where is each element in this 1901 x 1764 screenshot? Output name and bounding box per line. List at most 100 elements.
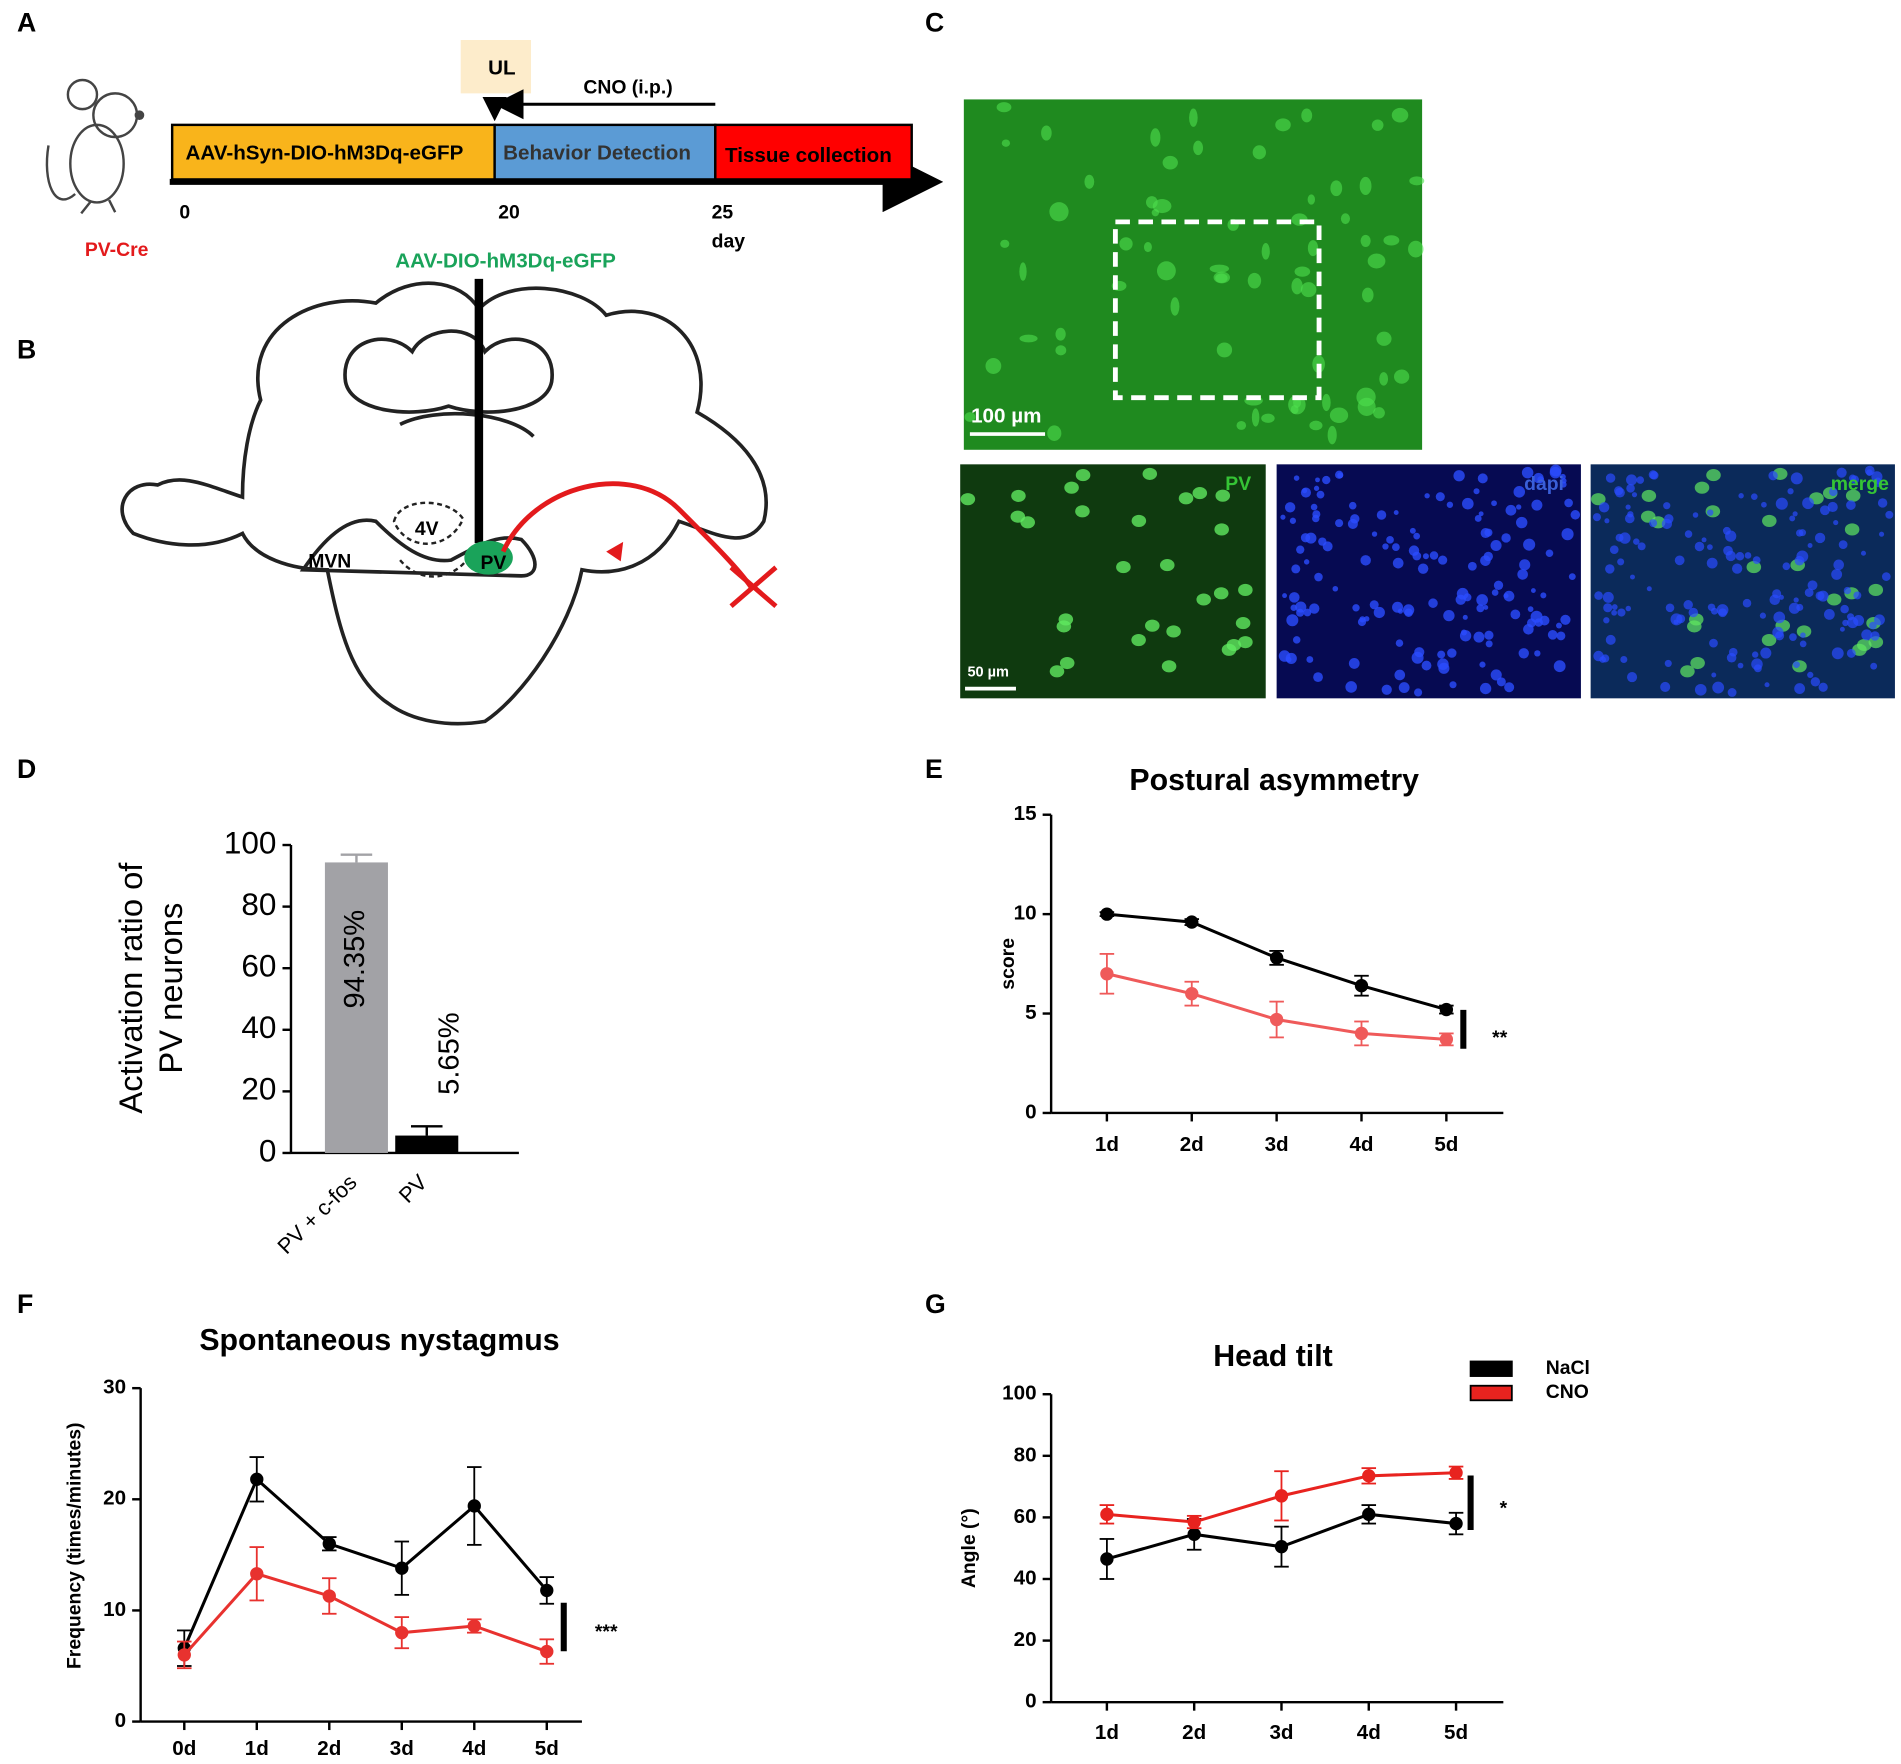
cell xyxy=(1059,656,1075,670)
nucleus xyxy=(1556,631,1566,641)
cell xyxy=(1162,155,1178,170)
nucleus xyxy=(1636,476,1645,484)
nucleus xyxy=(1649,519,1658,528)
nucleus xyxy=(1773,611,1786,624)
nucleus xyxy=(1348,658,1360,669)
nucleus xyxy=(1744,552,1752,559)
nucleus xyxy=(1794,683,1806,694)
nucleus xyxy=(1772,626,1784,639)
nucleus xyxy=(1866,469,1873,476)
nucleus xyxy=(1793,597,1799,603)
nucleus xyxy=(1310,503,1318,511)
cell xyxy=(1159,559,1175,572)
nucleus xyxy=(1393,510,1399,516)
step-box xyxy=(170,123,496,181)
nucleus xyxy=(1646,586,1652,592)
y-tick-label: 60 xyxy=(1014,1505,1037,1528)
nucleus xyxy=(1545,549,1554,558)
day-tick: 25 xyxy=(712,202,734,224)
x-tick-label: 3d xyxy=(1265,1133,1289,1156)
nucleus xyxy=(1694,541,1705,552)
nucleus xyxy=(1437,650,1446,659)
nucleus xyxy=(1398,682,1410,693)
nucleus xyxy=(1869,621,1877,630)
nucleus xyxy=(1782,562,1791,571)
cell xyxy=(1340,213,1350,225)
nucleus xyxy=(1843,586,1852,595)
pv-nucleus xyxy=(464,540,513,575)
nucleus xyxy=(1820,505,1830,516)
data-point xyxy=(1274,1539,1289,1554)
cell xyxy=(1055,327,1066,341)
nucleus xyxy=(1413,532,1421,540)
nucleus xyxy=(1676,614,1686,624)
nucleus xyxy=(1764,682,1770,688)
nucleus xyxy=(1530,588,1536,593)
cell xyxy=(1238,636,1253,649)
cell xyxy=(1000,239,1010,248)
nucleus xyxy=(1428,598,1438,608)
nucleus xyxy=(1707,603,1716,611)
cell xyxy=(1300,282,1317,298)
y-tick-label: 20 xyxy=(1014,1628,1037,1651)
nucleus xyxy=(1408,545,1420,556)
data-point xyxy=(1100,967,1114,981)
cell xyxy=(1844,523,1860,536)
nucleus xyxy=(1322,475,1331,485)
nucleus xyxy=(1694,683,1707,696)
micrograph xyxy=(1276,464,1581,699)
brain-fold xyxy=(343,329,554,438)
zoom-box xyxy=(1112,219,1322,401)
nucleus xyxy=(1614,486,1624,496)
step-box xyxy=(714,123,913,181)
panel-b: B AAV-DIO-hM3Dq-eGFP 4V MVN PV xyxy=(17,249,778,726)
cell xyxy=(1011,489,1026,502)
y-tick-label: 40 xyxy=(1014,1566,1037,1589)
nucleus xyxy=(1885,510,1894,519)
nucleus xyxy=(1840,604,1849,614)
cell xyxy=(1687,620,1702,633)
nucleus xyxy=(1605,473,1616,483)
nucleus xyxy=(1496,677,1506,687)
cell xyxy=(1356,387,1376,407)
nucleus xyxy=(1309,603,1320,614)
nucleus xyxy=(1874,614,1885,626)
nucleus xyxy=(1505,504,1517,516)
projection xyxy=(500,481,754,590)
nucleus xyxy=(1807,580,1818,591)
nucleus xyxy=(1683,600,1693,610)
y-tick-label: 40 xyxy=(241,1009,276,1045)
nucleus xyxy=(1523,624,1534,635)
cell xyxy=(1291,278,1303,295)
y-tick-label: 0 xyxy=(1025,1690,1036,1713)
nucleus xyxy=(1603,617,1610,624)
data-point xyxy=(1100,1507,1114,1521)
nucleus xyxy=(1484,630,1494,640)
legend-swatch xyxy=(1469,1384,1513,1402)
data-point xyxy=(1439,1002,1454,1017)
y-tick-label: 20 xyxy=(103,1487,126,1510)
cell xyxy=(1294,266,1311,277)
nucleus xyxy=(1395,639,1404,647)
nucleus xyxy=(1800,632,1806,638)
nucleus xyxy=(1870,662,1878,670)
nucleus xyxy=(1381,684,1392,695)
nucleus xyxy=(1802,497,1814,510)
y-axis-label: Activation ratio of xyxy=(112,862,149,1114)
channel-label: merge xyxy=(1831,473,1889,495)
x-tick-label: 4d xyxy=(462,1737,486,1760)
nucleus xyxy=(1463,593,1472,602)
data-point xyxy=(1187,1515,1201,1529)
nucleus xyxy=(1778,594,1784,600)
cell xyxy=(1001,139,1011,147)
y-axis-label: Angle (°) xyxy=(958,1508,980,1588)
data-point xyxy=(395,1561,409,1575)
y-tick-label: 0 xyxy=(1025,1100,1036,1123)
nucleus xyxy=(1534,650,1541,657)
data-point xyxy=(322,1537,336,1551)
nucleus xyxy=(1553,660,1566,673)
cell xyxy=(964,412,976,422)
data-point xyxy=(1449,1516,1463,1531)
nucleus xyxy=(1861,629,1873,641)
cell xyxy=(1371,119,1384,131)
